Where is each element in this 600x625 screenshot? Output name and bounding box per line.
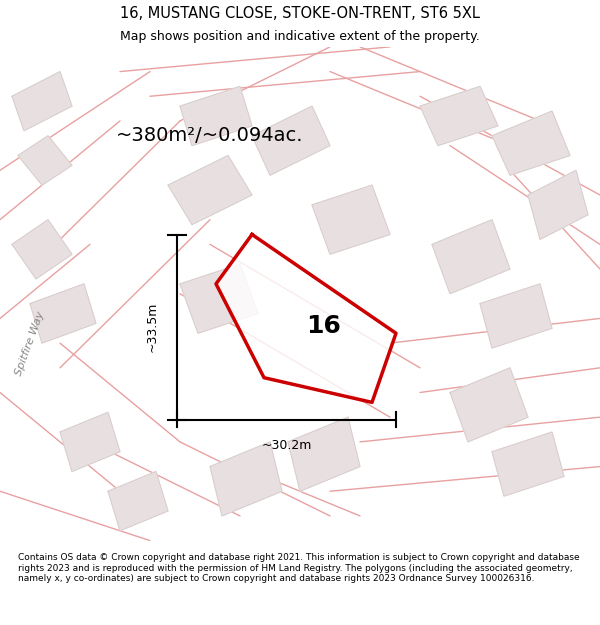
Polygon shape <box>180 86 252 146</box>
Polygon shape <box>450 368 528 442</box>
Polygon shape <box>528 170 588 239</box>
Polygon shape <box>60 412 120 471</box>
Text: 16, MUSTANG CLOSE, STOKE-ON-TRENT, ST6 5XL: 16, MUSTANG CLOSE, STOKE-ON-TRENT, ST6 5… <box>120 6 480 21</box>
Polygon shape <box>492 432 564 496</box>
Polygon shape <box>480 284 552 348</box>
Polygon shape <box>216 234 396 402</box>
Polygon shape <box>168 156 252 224</box>
Polygon shape <box>252 106 330 175</box>
Polygon shape <box>288 418 360 491</box>
Polygon shape <box>18 136 72 185</box>
Text: Map shows position and indicative extent of the property.: Map shows position and indicative extent… <box>120 30 480 43</box>
Text: ~380m²/~0.094ac.: ~380m²/~0.094ac. <box>116 126 304 145</box>
Text: ~30.2m: ~30.2m <box>262 439 311 452</box>
Polygon shape <box>108 471 168 531</box>
Polygon shape <box>312 185 390 254</box>
Text: 16: 16 <box>307 314 341 338</box>
Polygon shape <box>492 111 570 175</box>
Text: Spitfire Way: Spitfire Way <box>14 309 46 377</box>
Text: ~33.5m: ~33.5m <box>146 302 159 352</box>
Polygon shape <box>420 86 498 146</box>
Polygon shape <box>210 442 282 516</box>
Polygon shape <box>12 219 72 279</box>
Polygon shape <box>30 284 96 343</box>
Polygon shape <box>180 264 258 333</box>
Polygon shape <box>12 71 72 131</box>
Text: Contains OS data © Crown copyright and database right 2021. This information is : Contains OS data © Crown copyright and d… <box>18 553 580 583</box>
Polygon shape <box>432 219 510 294</box>
